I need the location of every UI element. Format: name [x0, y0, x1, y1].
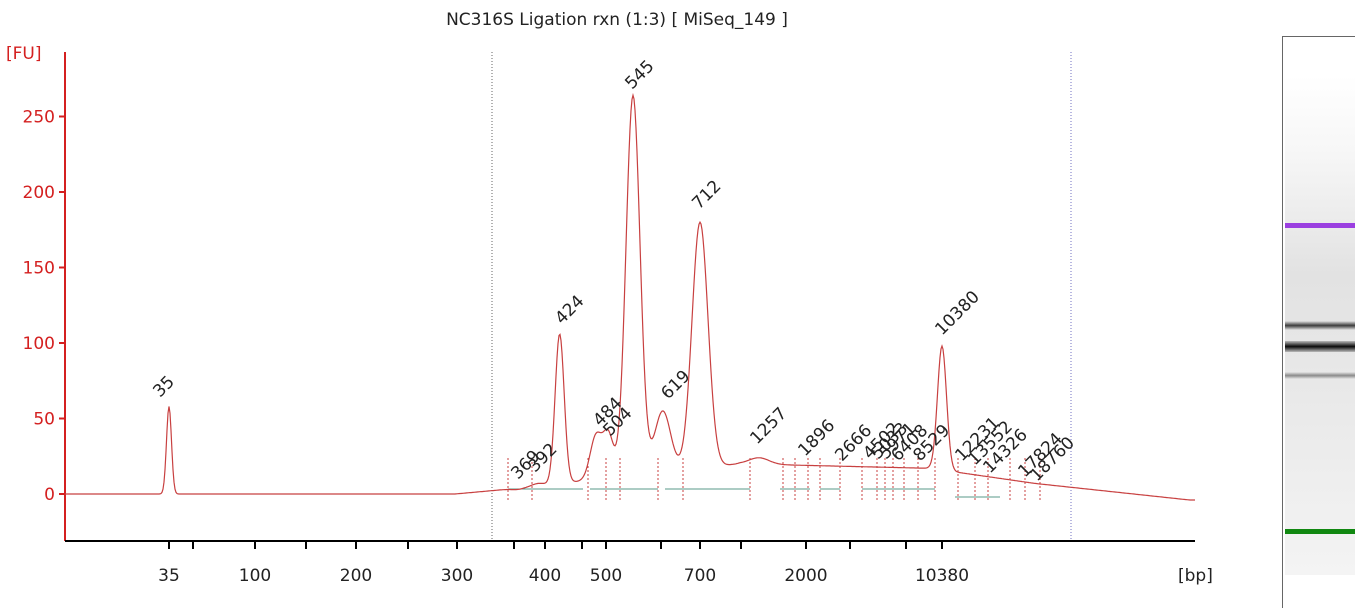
x-tick-label: 10380	[915, 566, 969, 586]
y-tick-label: 150	[23, 259, 55, 279]
peak-label-1896: 1896	[794, 416, 839, 461]
y-axis-label: [FU]	[6, 44, 42, 64]
y-tick-label: 0	[44, 485, 55, 505]
peak-label-712: 712	[688, 176, 725, 213]
y-tick-label: 100	[23, 334, 55, 354]
peak-label-1257: 1257	[746, 404, 791, 449]
peak-label-545: 545	[621, 56, 658, 93]
x-tick-label: 200	[340, 566, 372, 586]
baseline-segments	[507, 458, 1041, 500]
x-tick-label: 700	[684, 566, 716, 586]
band-545	[1285, 341, 1355, 352]
y-tick-label: 200	[23, 183, 55, 203]
signal-trace	[65, 92, 1195, 501]
x-tick-label: 400	[529, 566, 561, 586]
electropherogram: NC316S Ligation rxn (1:3) [ MiSeq_149 ] …	[6, 10, 1213, 586]
chart-title: NC316S Ligation rxn (1:3) [ MiSeq_149 ]	[446, 10, 788, 30]
gel-lane	[1285, 75, 1355, 575]
gel-image	[1282, 36, 1355, 608]
x-tick-label: 300	[441, 566, 473, 586]
boundary-lines	[491, 52, 1072, 541]
band-712	[1285, 321, 1355, 330]
y-tick-label: 50	[33, 410, 55, 430]
x-tick-label: 500	[590, 566, 622, 586]
peak-label-35: 35	[149, 372, 178, 401]
y-tick-label: 250	[23, 108, 55, 128]
trace	[65, 92, 1195, 501]
x-tick-label: 100	[239, 566, 271, 586]
lower-marker-band	[1285, 529, 1355, 534]
peak-label-424: 424	[551, 291, 588, 328]
x-tick-label: 2000	[784, 566, 827, 586]
band-424	[1285, 372, 1355, 379]
upper-marker-band	[1285, 223, 1355, 228]
x-axis-label: [bp]	[1178, 566, 1213, 586]
peak-label-10380: 10380	[931, 287, 983, 339]
x-tick-label: 35	[158, 566, 180, 586]
axes: 0 50 100 150 200 250 35 100 200 300 400 500 700 2000 1…	[23, 52, 1195, 586]
